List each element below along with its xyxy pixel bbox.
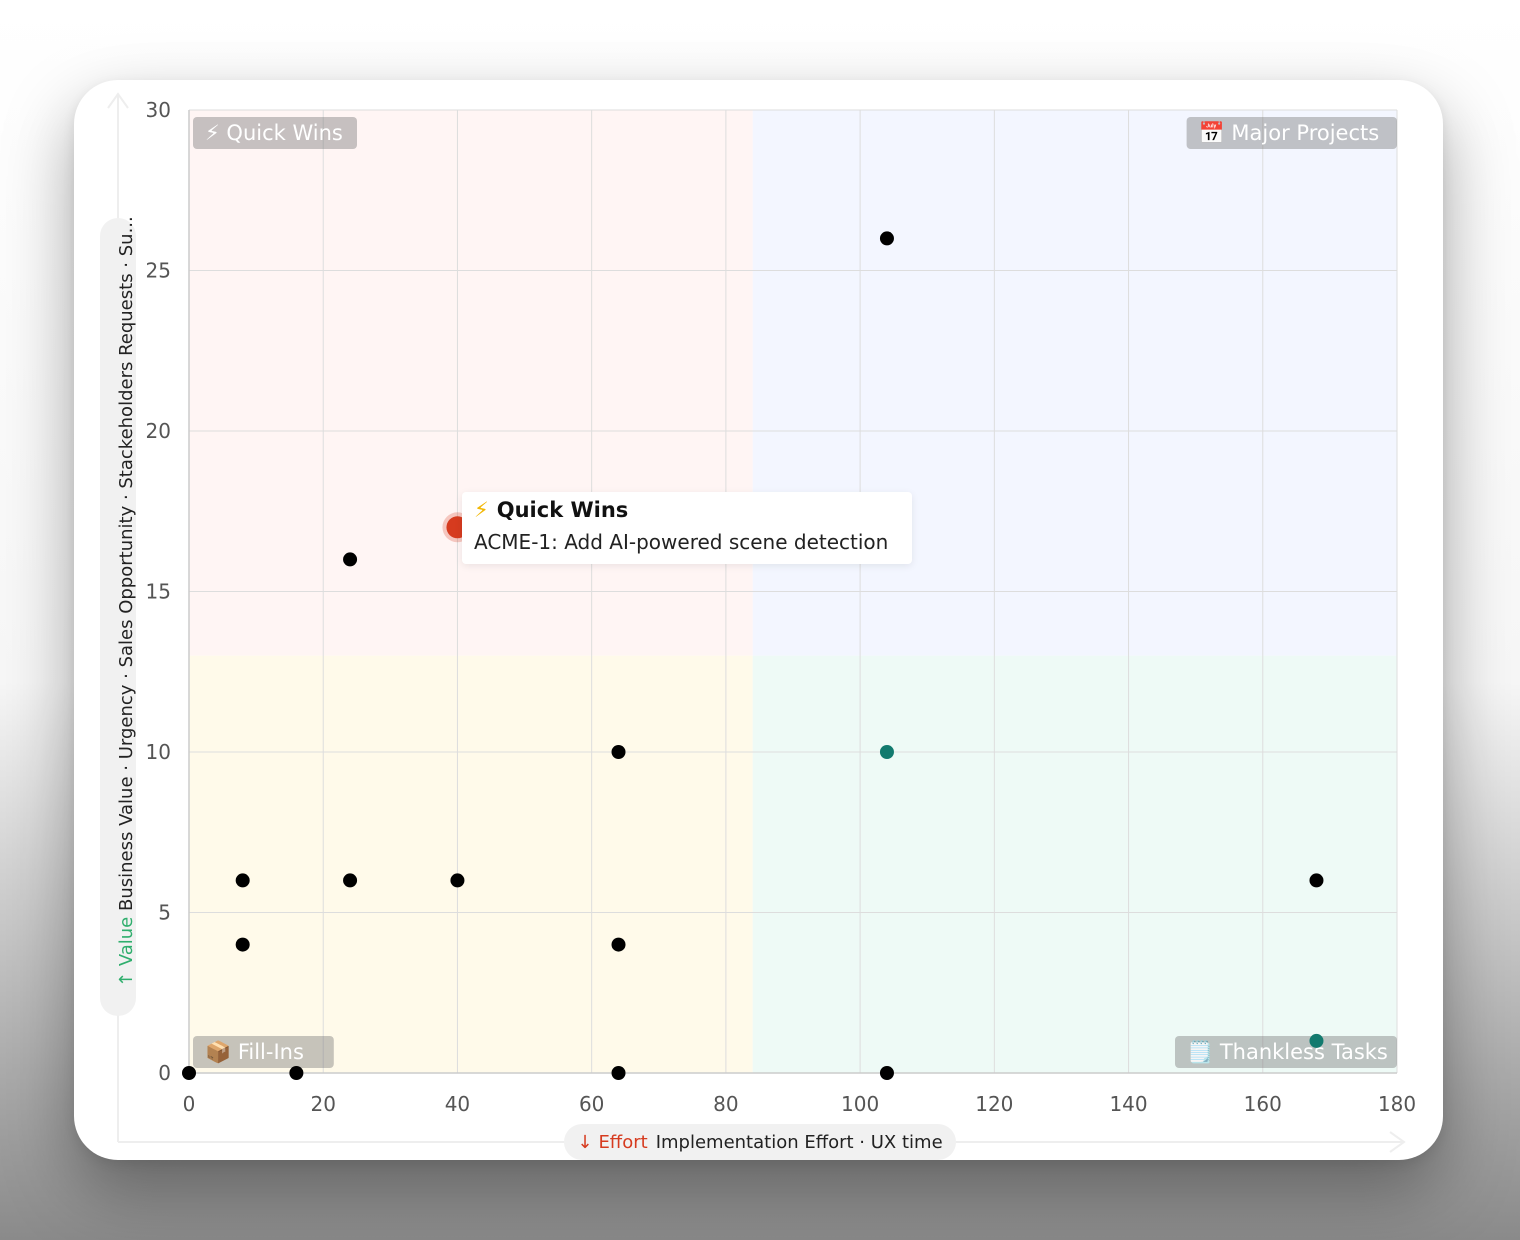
scatter-chart: 0 20 40 60 80 100 120 140 160 180 0 5 10 15 20 25 30 ⚡ Qu…	[107, 92, 1416, 1153]
data-point	[289, 1066, 304, 1080]
x-axis-prefix: Effort	[598, 1131, 648, 1153]
data-point	[611, 1066, 626, 1080]
quadrant-top-left	[189, 110, 753, 656]
y-tick-label: 10	[146, 740, 171, 764]
x-tick-label: 20	[310, 1092, 335, 1116]
quadrant-badge	[1175, 1036, 1397, 1068]
x-tick-label: 120	[975, 1092, 1013, 1116]
point-tooltip: ⚡ Quick Wins ACME-1: Add AI-powered scene…	[462, 492, 912, 564]
quadrant-top-right	[752, 110, 1397, 656]
y-axis-label: Business Value · Urgency · Sales Opportu…	[118, 217, 136, 911]
y-axis-title: ↑ Value Business Value · Urgency · Sales…	[118, 217, 136, 987]
x-axis-arrowhead-icon	[1389, 1131, 1406, 1153]
y-axis-title-pill	[100, 218, 136, 1016]
y-tick-label: 25	[146, 259, 171, 283]
x-tick-label: 180	[1378, 1092, 1416, 1116]
data-point	[879, 1066, 894, 1080]
y-axis-arrow-icon: ↑	[118, 972, 136, 987]
y-axis-arrowhead-icon	[107, 92, 129, 109]
data-point	[343, 552, 358, 567]
data-point	[879, 745, 894, 759]
x-axis-title: ↓ Effort Implementation Effort · UX time	[564, 1124, 956, 1160]
x-axis-arrow-icon: ↓	[577, 1131, 593, 1153]
x-tick-label: 60	[579, 1092, 604, 1116]
quadrant-badge	[193, 1036, 334, 1068]
y-tick-label: 5	[158, 901, 171, 925]
data-point	[450, 873, 465, 888]
data-point	[343, 873, 358, 888]
y-tick-label: 20	[146, 419, 171, 443]
data-point	[879, 231, 894, 246]
quadrant-badge	[1186, 117, 1397, 149]
data-point	[611, 745, 626, 759]
tooltip-title-text: Quick Wins	[496, 498, 629, 522]
data-point	[611, 937, 626, 952]
y-tick-label: 0	[158, 1061, 171, 1085]
chart-card: 0 20 40 60 80 100 120 140 160 180 0 5 10 15 20 25 30 ⚡ Qu…	[74, 80, 1443, 1160]
quadrant-badge	[193, 117, 357, 149]
x-tick-label: 140	[1109, 1092, 1147, 1116]
x-tick-label: 160	[1244, 1092, 1282, 1116]
x-tick-label: 80	[713, 1092, 738, 1116]
data-point	[235, 937, 250, 952]
y-axis-prefix: Value	[118, 916, 136, 967]
x-axis-label: Implementation Effort · UX time	[655, 1131, 943, 1153]
quadrant-bottom-right	[752, 655, 1397, 1073]
x-tick-label: 40	[445, 1092, 470, 1116]
quadrant-bottom-left	[189, 655, 753, 1073]
data-point	[1309, 1033, 1324, 1048]
data-point	[235, 873, 250, 888]
data-point	[1309, 873, 1324, 888]
quadrant-label: 📦 Fill-Ins	[205, 1039, 304, 1064]
lightning-icon: ⚡	[474, 498, 489, 522]
tooltip-text: ACME-1: Add AI-powered scene detection	[474, 530, 889, 554]
y-tick-label: 15	[146, 580, 171, 604]
tooltip-title: ⚡ Quick Wins	[474, 498, 628, 522]
quadrant-label: 🗒️ Thankless Tasks	[1187, 1039, 1388, 1064]
y-tick-label: 30	[146, 98, 171, 122]
quadrant-label: ⚡ Quick Wins	[205, 121, 343, 145]
x-tick-label: 0	[183, 1092, 196, 1116]
quadrant-label: 📅 Major Projects	[1199, 120, 1380, 145]
data-point	[182, 1066, 196, 1080]
x-tick-label: 100	[841, 1092, 879, 1116]
